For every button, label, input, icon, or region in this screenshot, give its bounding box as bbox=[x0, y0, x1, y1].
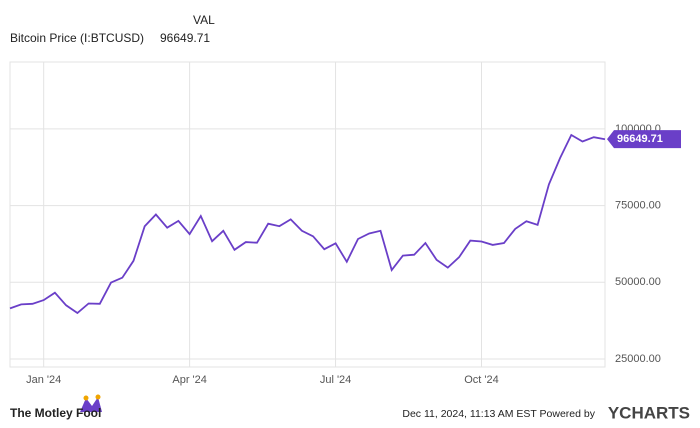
x-tick-label: Jul '24 bbox=[320, 374, 351, 386]
timestamp: Dec 11, 2024, 11:13 AM EST Powered by bbox=[402, 408, 595, 420]
value-header: VAL bbox=[193, 13, 215, 27]
plot-area bbox=[9, 61, 606, 368]
value-badge bbox=[607, 130, 681, 149]
y-tick-label: 50000.00 bbox=[615, 276, 661, 288]
legend-series-name: Bitcoin Price (I:BTCUSD) bbox=[10, 31, 144, 45]
provider: YCHARTS bbox=[608, 403, 690, 422]
brand-name: The Motley Fool bbox=[10, 406, 101, 420]
legend-value: 96649.71 bbox=[160, 31, 210, 45]
line bbox=[9, 133, 606, 315]
y-tick-label: 25000.00 bbox=[615, 353, 661, 365]
x-tick-label: Oct '24 bbox=[464, 374, 499, 386]
x-tick-label: Jan '24 bbox=[26, 374, 61, 386]
y-tick-label: 75000.00 bbox=[615, 200, 661, 212]
x-tick-label: Apr '24 bbox=[172, 374, 207, 386]
value-badge-label: 96649.71 bbox=[617, 133, 663, 145]
brand-logo bbox=[80, 394, 102, 412]
